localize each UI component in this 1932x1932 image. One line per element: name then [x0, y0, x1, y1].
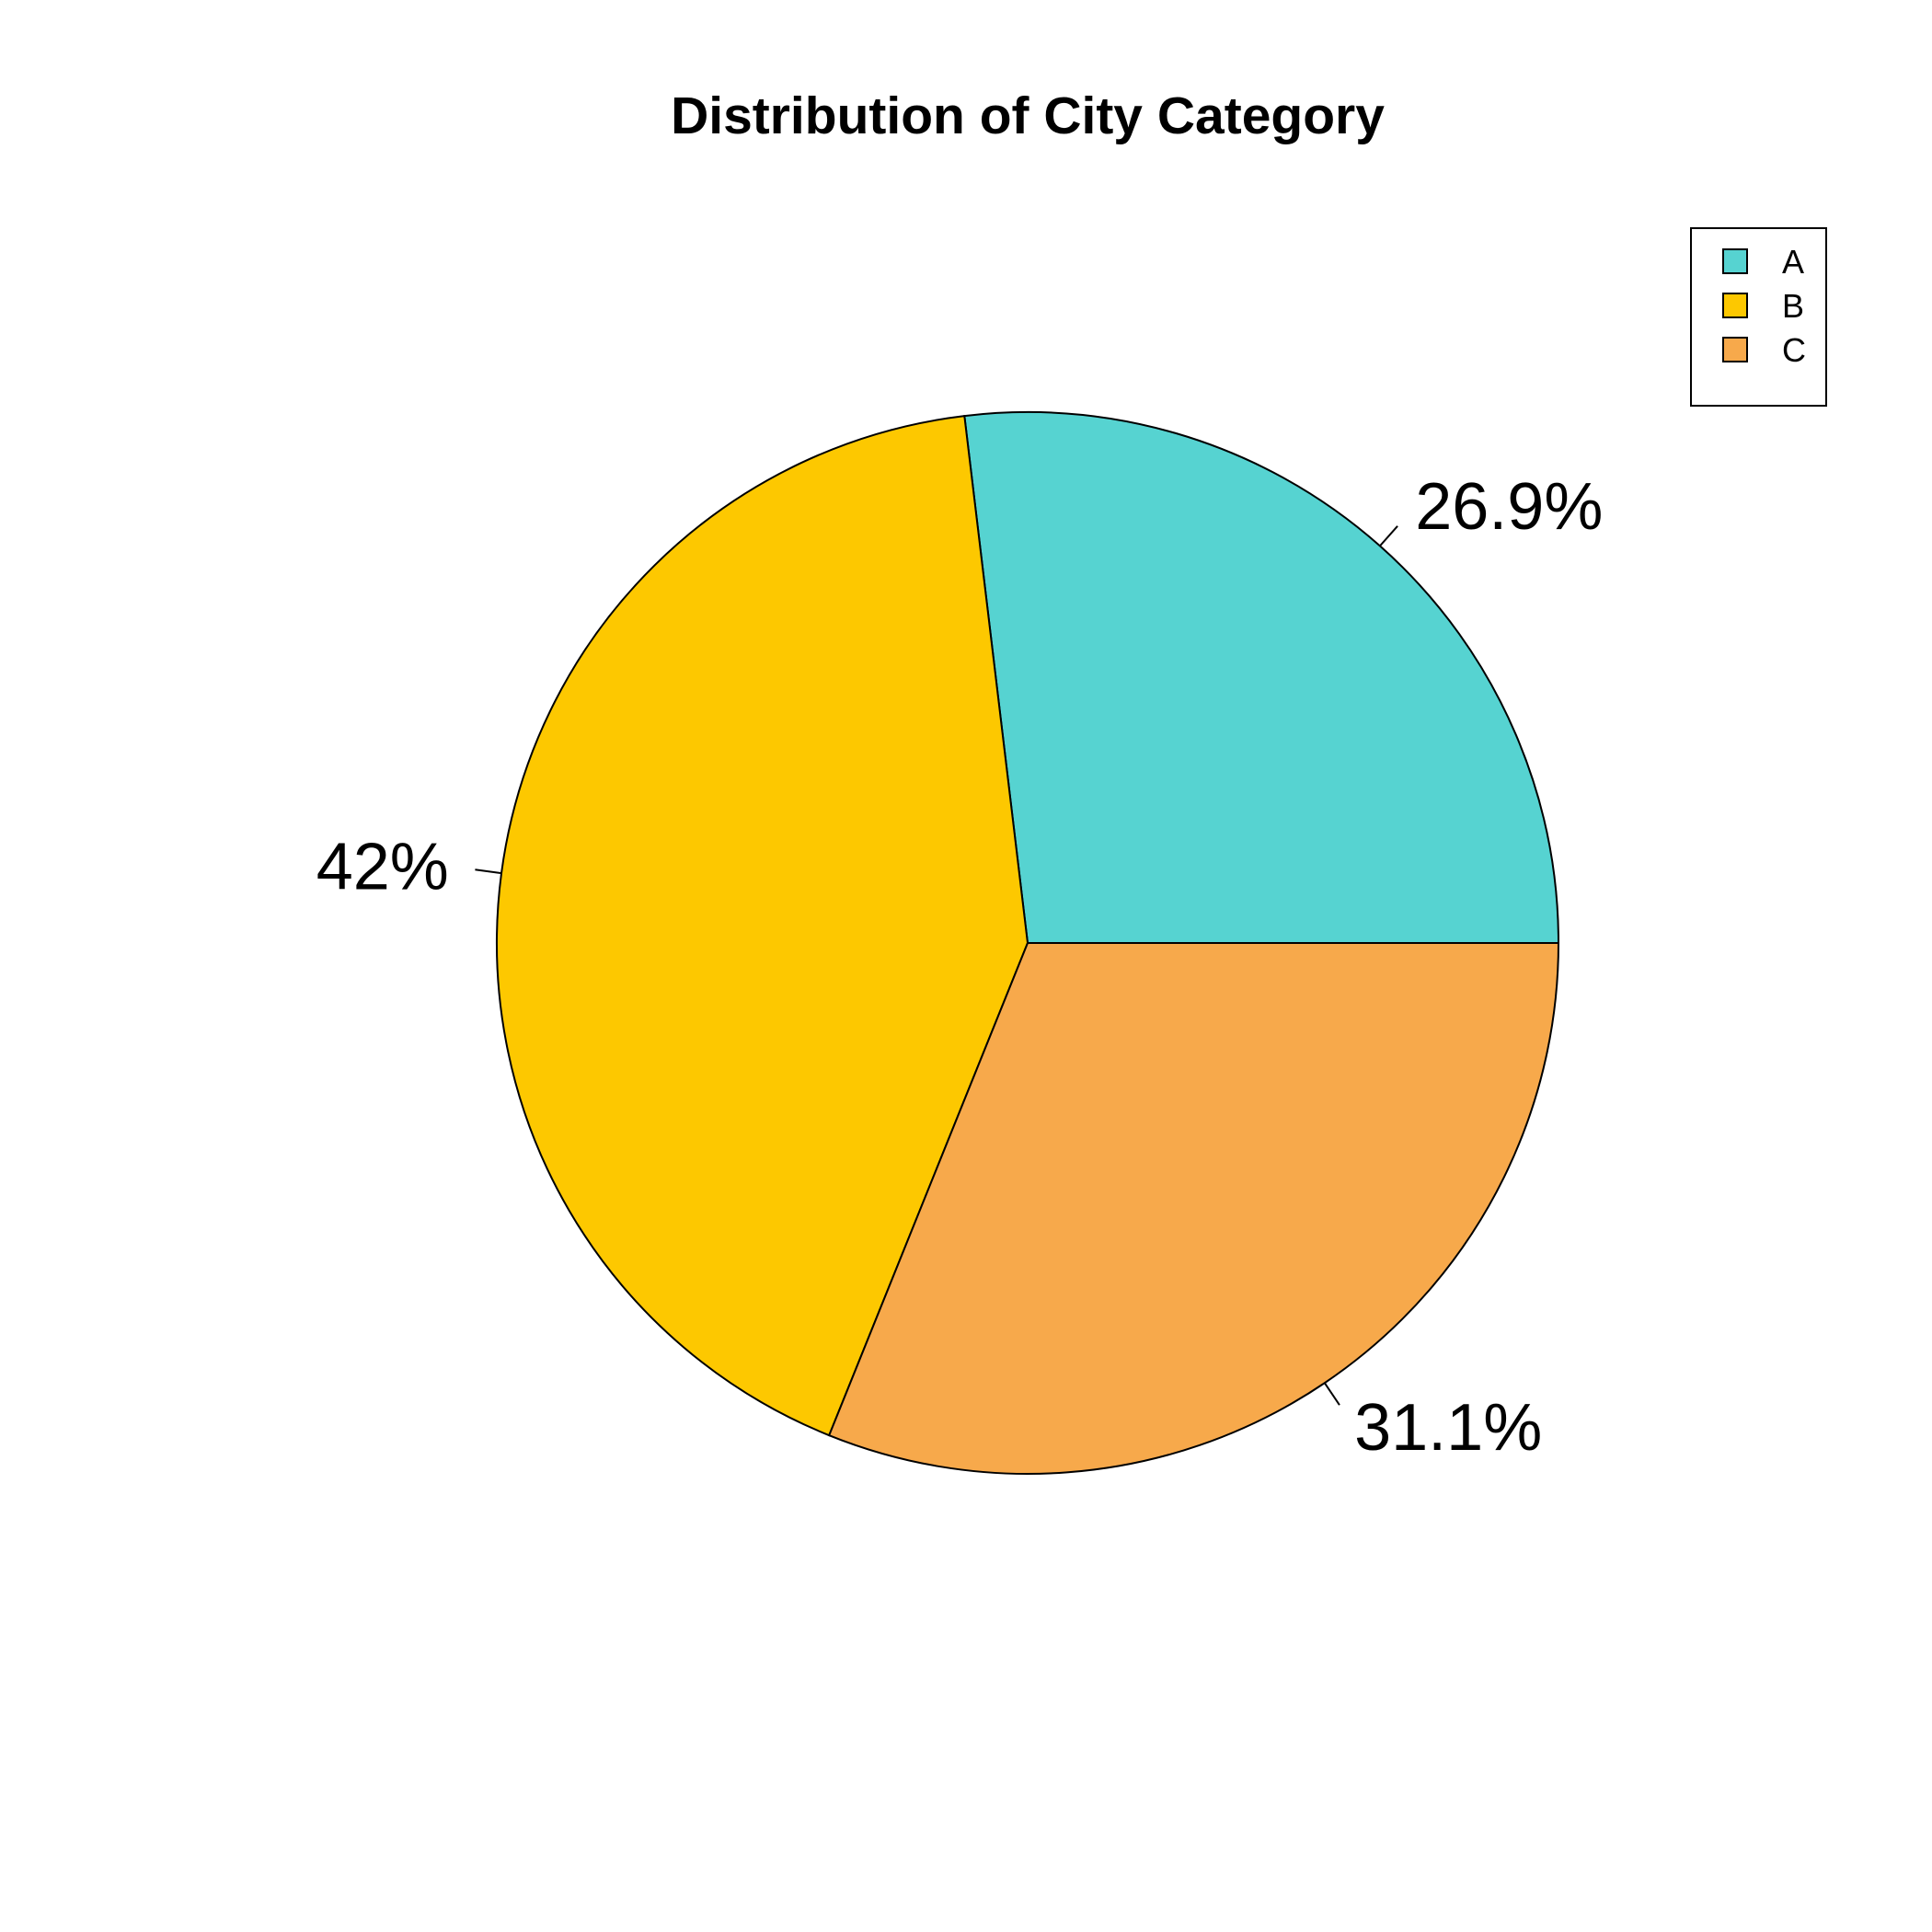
slice-label-a: 26.9%	[1415, 470, 1603, 544]
legend-box	[1690, 227, 1827, 407]
legend-label-b: B	[1782, 287, 1804, 325]
leader-line-c	[1323, 1382, 1340, 1406]
label-leader-lines	[475, 525, 1398, 1406]
legend-swatch-a	[1722, 248, 1748, 274]
slice-label-c: 31.1%	[1354, 1391, 1542, 1465]
legend: ABC	[1690, 227, 1827, 407]
legend-label-c: C	[1782, 331, 1806, 369]
slice-label-b: 42%	[316, 830, 449, 903]
pie-slices	[496, 411, 1560, 1475]
pie-slice-c	[827, 942, 1560, 1475]
leader-line-a	[1379, 525, 1398, 547]
leader-line-b	[475, 868, 502, 875]
chart-title: Distribution of City Category	[671, 86, 1385, 145]
pie-slice-b	[496, 414, 1029, 1437]
pie-slice-a	[963, 411, 1560, 944]
legend-label-a: A	[1782, 243, 1804, 281]
slice-labels: 26.9% 42% 31.1%	[316, 470, 1604, 1465]
legend-swatch-c	[1722, 337, 1748, 362]
legend-swatch-b	[1722, 293, 1748, 318]
